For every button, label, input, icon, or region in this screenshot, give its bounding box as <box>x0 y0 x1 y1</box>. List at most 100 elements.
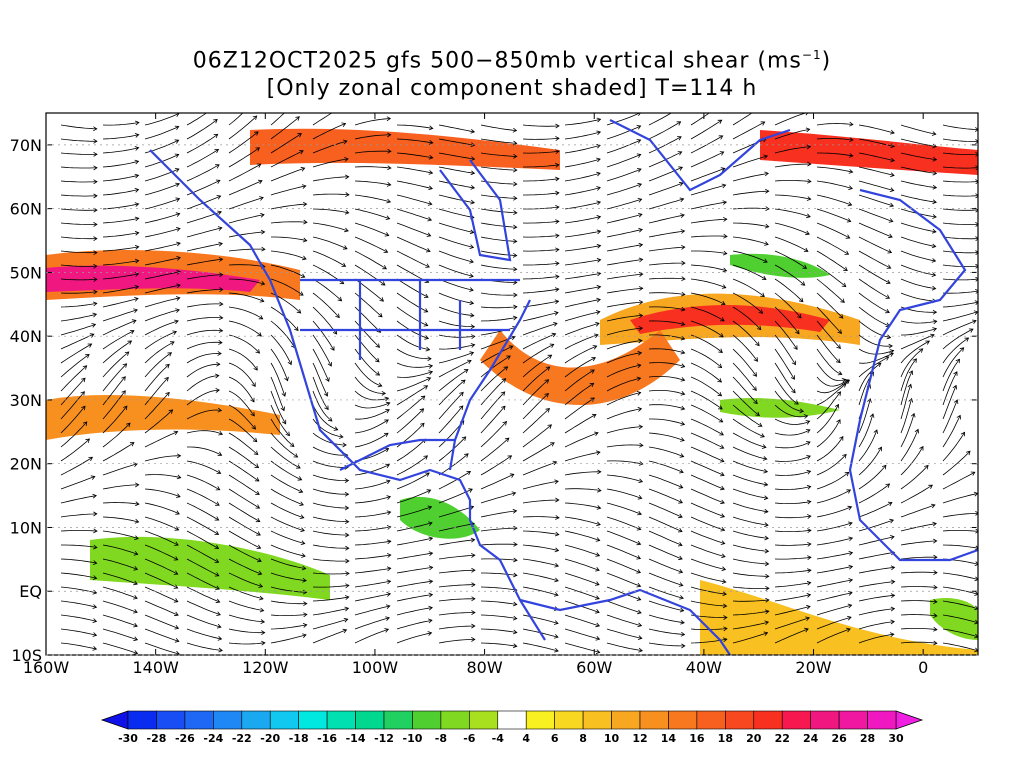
streamline <box>270 634 307 644</box>
streamline <box>858 250 891 269</box>
streamline <box>690 278 726 289</box>
streamline <box>900 236 936 247</box>
streamline <box>900 523 937 532</box>
streamline-arrowhead <box>836 358 841 364</box>
streamline <box>648 530 683 546</box>
streamline <box>522 572 559 582</box>
streamline <box>858 536 895 546</box>
streamline-arrowhead <box>259 607 265 613</box>
streamline <box>186 586 220 603</box>
streamline-arrowhead <box>554 577 559 583</box>
streamline <box>60 278 98 281</box>
streamline-arrowhead <box>636 391 642 396</box>
streamline-arrowhead <box>678 513 683 519</box>
streamline-arrowhead <box>886 264 892 269</box>
streamline <box>102 189 139 196</box>
streamline-arrowhead <box>761 444 767 449</box>
streamline <box>228 231 265 238</box>
streamline <box>438 379 466 406</box>
streamline <box>228 306 263 320</box>
streamline <box>60 377 86 406</box>
streamline-arrowhead <box>301 565 307 571</box>
streamline <box>564 451 600 462</box>
streamline-arrowhead <box>719 431 724 436</box>
streamline <box>480 124 517 131</box>
streamline-arrowhead <box>790 375 795 380</box>
streamline-arrowhead <box>133 594 138 600</box>
streamline-arrowhead <box>933 626 938 632</box>
streamline-arrowhead <box>296 464 301 469</box>
streamline <box>690 362 722 383</box>
streamline-arrowhead <box>974 591 978 596</box>
streamline-arrowhead <box>932 214 937 219</box>
colorbar-swatch <box>582 710 612 730</box>
streamline <box>438 352 474 364</box>
colorbar-label: 4 <box>522 732 530 745</box>
streamline <box>144 297 180 308</box>
streamline <box>228 460 260 482</box>
streamline <box>816 592 853 602</box>
streamline-arrowhead <box>92 632 98 637</box>
streamline <box>900 194 937 203</box>
streamline <box>564 334 599 350</box>
streamline <box>522 354 552 378</box>
streamline-arrowhead <box>595 310 601 315</box>
colorbar-swatch <box>213 710 243 730</box>
streamline-arrowhead <box>302 623 308 628</box>
streamline <box>732 432 767 448</box>
streamline-arrowhead <box>933 554 938 560</box>
streamline-arrowhead <box>555 176 560 182</box>
streamline-arrowhead <box>848 153 854 158</box>
streamline <box>396 552 433 560</box>
streamline <box>438 598 475 602</box>
streamline-arrowhead <box>637 495 643 500</box>
streamline-arrowhead <box>420 395 426 401</box>
streamline-arrowhead <box>596 505 602 510</box>
streamline-arrowhead <box>912 358 917 363</box>
streamline-arrowhead <box>908 370 914 375</box>
streamline-arrowhead <box>764 609 770 615</box>
streamline-arrowhead <box>932 319 938 325</box>
streamline-arrowhead <box>295 116 300 121</box>
streamline-arrowhead <box>595 450 601 456</box>
streamline <box>186 133 218 154</box>
streamline-arrowhead <box>293 453 299 458</box>
streamline-arrowhead <box>907 383 913 389</box>
streamline <box>438 250 474 263</box>
streamline <box>438 639 475 644</box>
streamline-arrowhead <box>596 521 601 527</box>
streamline-arrowhead <box>807 178 812 184</box>
streamline-arrowhead <box>799 408 805 414</box>
streamline-arrowhead <box>173 570 179 575</box>
streamline-arrowhead <box>513 525 518 531</box>
colorbar-label: -22 <box>232 732 252 745</box>
streamline <box>312 320 335 351</box>
streamline <box>354 464 390 476</box>
streamline <box>648 502 683 518</box>
streamline-arrowhead <box>386 539 392 545</box>
streamline-arrowhead <box>471 610 476 615</box>
streamline-arrowhead <box>219 287 224 293</box>
streamline <box>732 222 769 228</box>
streamline-arrowhead <box>760 292 765 297</box>
shear-neg-central-atlantic <box>720 398 840 418</box>
streamline-arrowhead <box>92 575 98 580</box>
streamline-arrowhead <box>933 570 938 575</box>
streamline-arrowhead <box>92 646 98 651</box>
streamline-arrowhead <box>764 241 769 246</box>
streamline <box>606 168 642 182</box>
streamline <box>396 152 433 159</box>
streamline-arrowhead <box>385 463 391 469</box>
streamline <box>985 232 1021 237</box>
streamline-arrowhead <box>591 357 596 362</box>
streamline <box>60 324 96 336</box>
streamline <box>858 621 895 630</box>
streamline-arrowhead <box>92 312 98 318</box>
streamline-arrowhead <box>596 130 602 136</box>
streamline <box>774 113 807 126</box>
streamline-arrowhead <box>840 298 845 303</box>
streamline-arrowhead <box>471 637 476 642</box>
streamline <box>481 572 517 576</box>
streamline <box>144 364 170 392</box>
streamline <box>480 378 506 406</box>
